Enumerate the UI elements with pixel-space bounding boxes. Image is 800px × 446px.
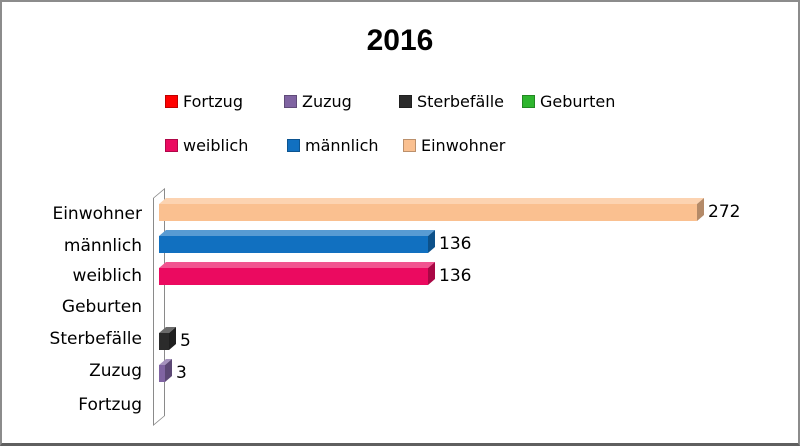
legend-swatch-einwohner	[403, 138, 416, 152]
chart-title: 2016	[366, 24, 434, 57]
legend-swatch-zuzug	[284, 94, 297, 108]
data-label-weiblich: 136	[439, 266, 472, 286]
category-label-fortzug: Fortzug	[78, 395, 142, 415]
legend-swatch-sterbefaelle	[399, 94, 412, 108]
legend-swatch-maennlich	[287, 138, 300, 152]
bar-Zuzug	[159, 365, 165, 382]
legend-item-maennlich: männlich	[287, 135, 379, 155]
category-label-zuzug: Zuzug	[89, 361, 142, 381]
category-label-maennlich: männlich	[63, 236, 142, 256]
legend-label-zuzug: Zuzug	[302, 91, 352, 111]
legend-swatch-fortzug	[165, 94, 178, 108]
legend-label-geburten: Geburten	[540, 91, 616, 111]
category-label-weiblich: weiblich	[72, 266, 142, 286]
legend-label-sterbefaelle: Sterbefälle	[417, 91, 505, 111]
legend-label-maennlich: männlich	[305, 135, 379, 155]
legend-item-geburten: Geburten	[522, 91, 616, 111]
category-label-geburten: Geburten	[61, 297, 142, 317]
legend-label-weiblich: weiblich	[183, 135, 249, 155]
data-label-Sterbefälle: 5	[180, 331, 191, 351]
legend-item-sterbefaelle: Sterbefälle	[399, 91, 505, 111]
axis-wall-3d	[153, 187, 165, 426]
legend-swatch-weiblich	[165, 138, 178, 152]
bar-männlich	[159, 236, 428, 253]
category-label-sterbefaelle: Sterbefälle	[49, 329, 142, 349]
bar-weiblich	[159, 268, 428, 285]
legend-label-fortzug: Fortzug	[183, 91, 243, 111]
category-label-einwohner: Einwohner	[52, 204, 142, 224]
data-label-männlich: 136	[439, 234, 472, 254]
legend-item-fortzug: Fortzug	[165, 91, 243, 111]
legend-item-einwohner: Einwohner	[403, 135, 506, 155]
legend-item-weiblich: weiblich	[165, 135, 249, 155]
bar-Sterbefälle	[159, 333, 169, 350]
legend-swatch-geburten	[522, 94, 535, 108]
legend-label-einwohner: Einwohner	[421, 135, 506, 155]
bar-Einwohner	[159, 204, 697, 221]
data-label-Einwohner: 272	[708, 202, 741, 222]
legend-item-zuzug: Zuzug	[284, 91, 352, 111]
data-label-Zuzug: 3	[176, 363, 187, 383]
